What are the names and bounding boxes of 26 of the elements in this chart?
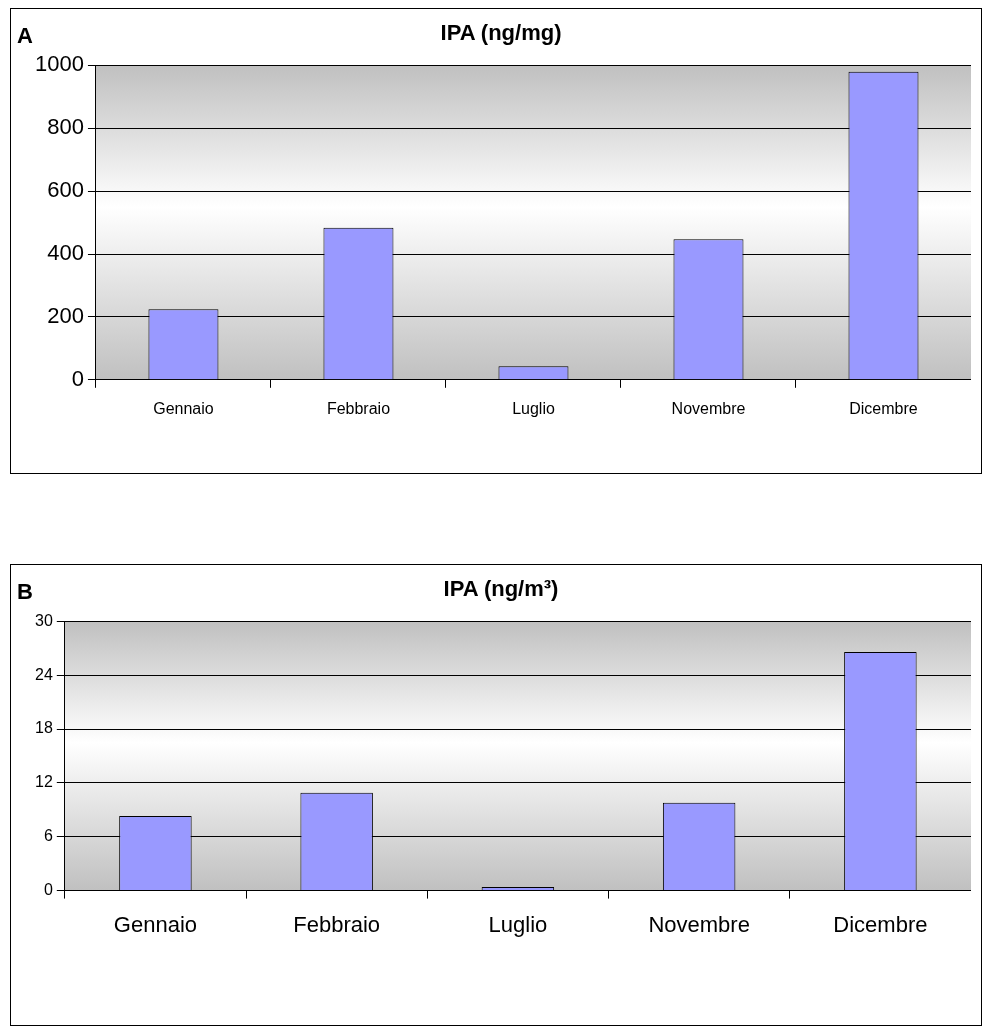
x-tick-label: Febbraio [293, 911, 381, 937]
y-tick-label: 0 [71, 365, 84, 391]
x-tick-label: Gennaio [113, 911, 198, 937]
x-tick-label: Luglio [488, 911, 548, 937]
x-tick-label: Dicembre [833, 911, 928, 937]
y-tick-label: 6 [43, 827, 53, 845]
x-tick-label: Febbraio [326, 399, 391, 417]
y-tick-label: 12 [35, 773, 53, 791]
y-tick-label: 24 [35, 665, 53, 683]
y-tick-label: 200 [47, 302, 84, 328]
y-tick-label: 18 [35, 719, 53, 737]
y-tick-label: 800 [47, 114, 84, 140]
chart-title: IPA (ng/mg) [440, 20, 562, 46]
x-tick-label: Dicembre [849, 399, 918, 417]
text: A [17, 23, 33, 49]
x-tick-label: Novembre [648, 911, 750, 937]
x-tick-label: Luglio [512, 399, 555, 417]
x-tick-label: Gennaio [153, 399, 214, 417]
y-tick-label: 600 [47, 177, 84, 203]
x-tick-label: Novembre [671, 399, 746, 417]
y-tick-label: 400 [47, 240, 84, 266]
y-tick-label: 0 [43, 881, 53, 899]
text: B [17, 579, 33, 605]
y-tick-label: 30 [35, 611, 53, 629]
y-tick-label: 1000 [34, 51, 84, 77]
chart-title: IPA (ng/m³) [443, 576, 559, 602]
